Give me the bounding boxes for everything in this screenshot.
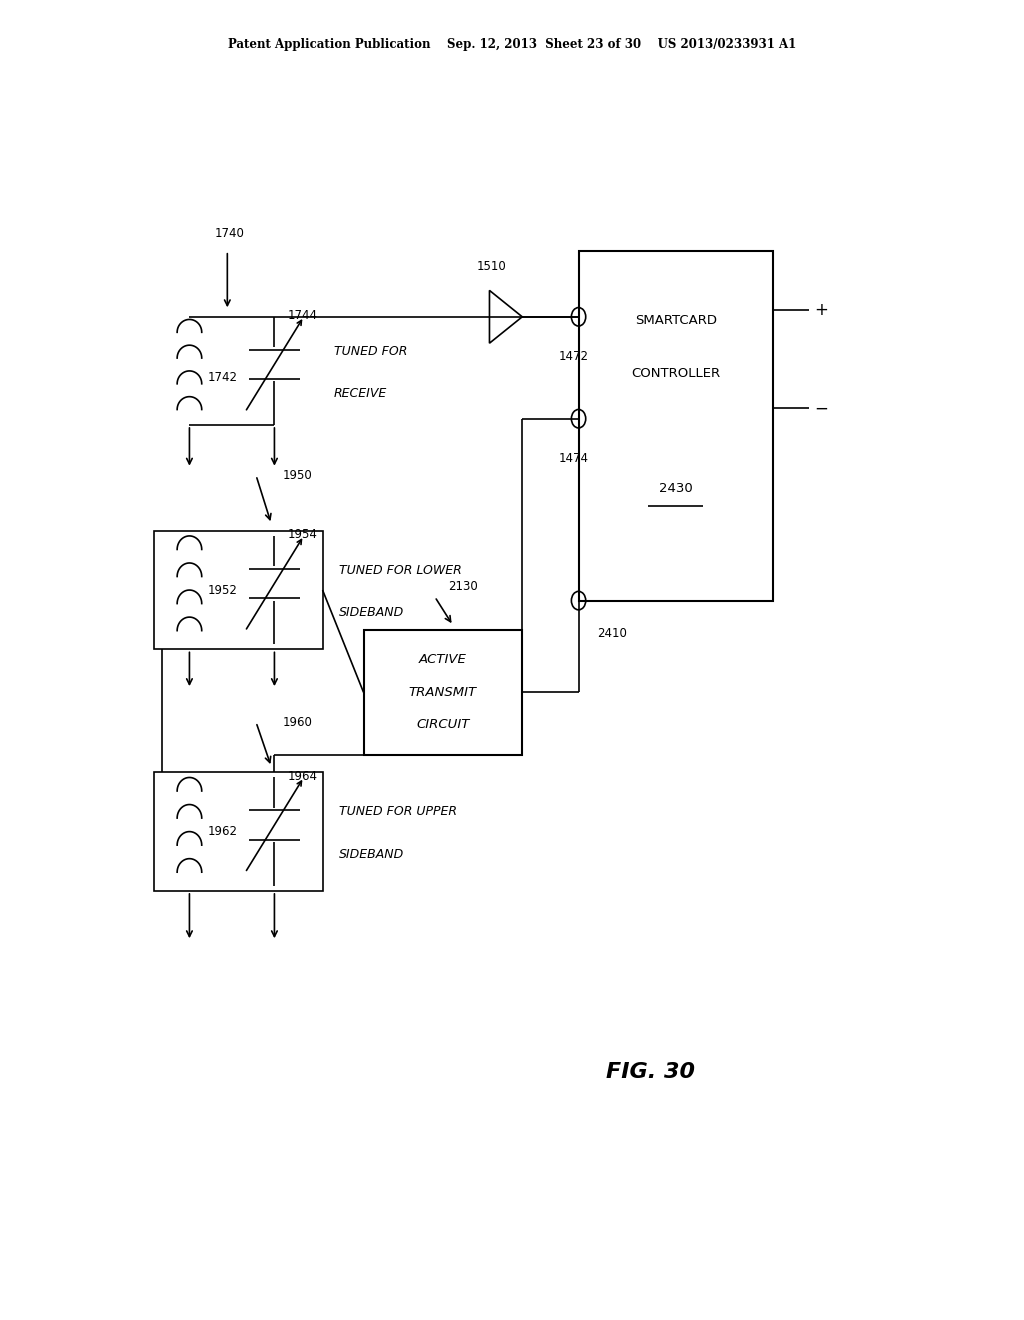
- Text: CIRCUIT: CIRCUIT: [416, 718, 470, 731]
- Text: 1964: 1964: [288, 770, 317, 783]
- Text: 1962: 1962: [208, 825, 238, 838]
- Text: 1950: 1950: [283, 469, 312, 482]
- Text: −: −: [814, 399, 828, 417]
- Text: SIDEBAND: SIDEBAND: [339, 606, 404, 619]
- Text: 1952: 1952: [208, 583, 238, 597]
- Text: TUNED FOR UPPER: TUNED FOR UPPER: [339, 805, 457, 818]
- Text: 1474: 1474: [558, 451, 589, 465]
- Text: FIG. 30: FIG. 30: [606, 1061, 694, 1082]
- Text: SMARTCARD: SMARTCARD: [635, 314, 717, 327]
- Text: 1744: 1744: [288, 309, 317, 322]
- Text: ACTIVE: ACTIVE: [419, 653, 467, 667]
- Text: 2410: 2410: [597, 627, 627, 640]
- Text: 1740: 1740: [215, 227, 245, 240]
- Text: 1954: 1954: [288, 528, 317, 541]
- Text: SIDEBAND: SIDEBAND: [339, 847, 404, 861]
- Text: RECEIVE: RECEIVE: [334, 387, 387, 400]
- Text: TRANSMIT: TRANSMIT: [409, 686, 477, 698]
- Text: TUNED FOR: TUNED FOR: [334, 345, 408, 358]
- Text: 1510: 1510: [476, 260, 507, 273]
- Text: 1472: 1472: [558, 350, 589, 363]
- Text: CONTROLLER: CONTROLLER: [631, 367, 721, 380]
- Text: 1960: 1960: [283, 715, 312, 729]
- Text: +: +: [814, 301, 828, 319]
- Text: TUNED FOR LOWER: TUNED FOR LOWER: [339, 564, 462, 577]
- Text: Patent Application Publication    Sep. 12, 2013  Sheet 23 of 30    US 2013/02339: Patent Application Publication Sep. 12, …: [228, 38, 796, 51]
- Text: 2430: 2430: [659, 482, 692, 495]
- Text: 1742: 1742: [208, 371, 238, 384]
- Text: 2130: 2130: [449, 579, 478, 593]
